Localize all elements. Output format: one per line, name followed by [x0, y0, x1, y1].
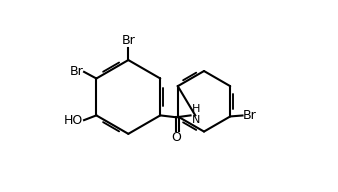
- Text: H
N: H N: [192, 104, 200, 125]
- Text: O: O: [171, 132, 181, 144]
- Text: Br: Br: [121, 34, 135, 47]
- Text: HO: HO: [64, 114, 83, 127]
- Text: Br: Br: [243, 109, 257, 122]
- Text: Br: Br: [69, 65, 83, 78]
